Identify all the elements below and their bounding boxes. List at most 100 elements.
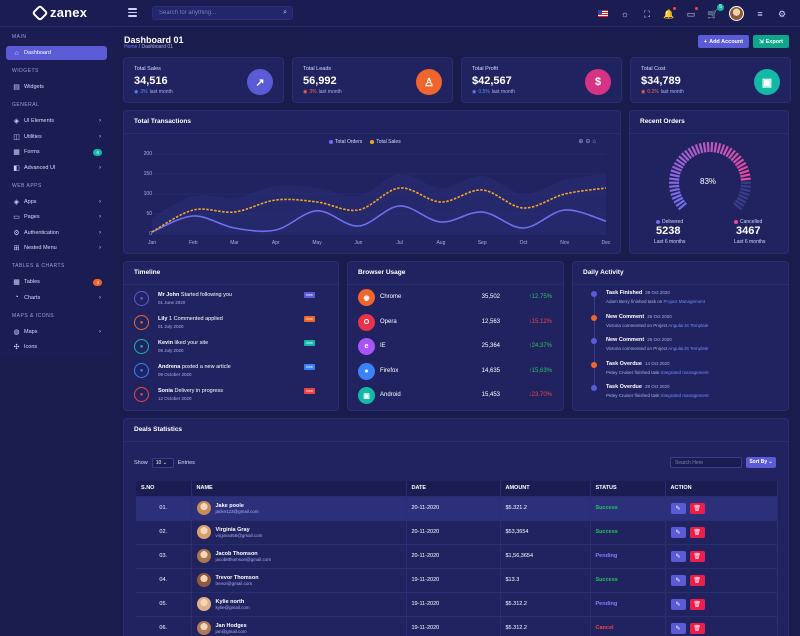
export-button[interactable]: ⇲ Export	[753, 35, 789, 48]
legend-sales[interactable]: Total Sales	[370, 139, 401, 145]
edit-button[interactable]: ✎	[670, 574, 686, 586]
messages-icon[interactable]: ▭	[685, 6, 698, 20]
reset-home-icon[interactable]: ⌂	[592, 139, 598, 145]
sidebar-item-nested-menu[interactable]: ⊞ Nested Menu ›	[6, 241, 107, 255]
home-icon: ⌂	[14, 49, 19, 57]
timeline-item: ● Kevin liked your site 05 July 2020 new	[134, 338, 334, 362]
user-icon: ♙	[416, 69, 442, 95]
sidebar-item-pages[interactable]: ▭ Pages ›	[6, 210, 107, 224]
delete-button[interactable]: 🗑	[689, 598, 705, 610]
table-row[interactable]: 04. Trevor Thomson trevor@gmail.com 19-11…	[136, 567, 778, 592]
timeline-user: Lily	[158, 316, 168, 322]
page-title: Dashboard 01	[124, 35, 184, 45]
gauge-tick	[669, 184, 680, 188]
deals-card: Deals Statistics Show 10 ⌄ Entries Sort …	[123, 418, 789, 636]
col-action[interactable]: ACTION	[665, 481, 778, 496]
android-icon: ▣	[358, 387, 375, 404]
activity-link[interactable]: AngularJS Template	[668, 322, 709, 328]
search-icon[interactable]: ⌕	[283, 9, 287, 16]
zoom-out-icon[interactable]: ⊖	[585, 139, 593, 145]
gauge-tick	[739, 190, 750, 196]
sidebar-item-utilities[interactable]: ◫ Utilities ›	[6, 130, 107, 144]
delete-button[interactable]: 🗑	[689, 502, 705, 514]
gauge-tick	[735, 199, 745, 207]
fullscreen-icon[interactable]: ⛶	[643, 8, 651, 19]
col-date[interactable]: DATE	[406, 481, 501, 496]
gauge-tick	[728, 149, 736, 160]
menu-toggle-icon[interactable]	[128, 8, 137, 17]
sidebar-item-charts[interactable]: ◔ Charts ›	[6, 291, 107, 305]
header-search-input[interactable]	[153, 7, 273, 19]
row-name-cell: Virginia Gray virginia456@gmail.com	[191, 519, 407, 544]
edit-button[interactable]: ✎	[670, 622, 686, 634]
breadcrumb-home[interactable]: Home	[124, 44, 138, 50]
edit-button[interactable]: ✎	[670, 502, 686, 514]
row-name: Virginia Gray	[215, 526, 250, 533]
sidebar-item-dashboard[interactable]: ⌂ Dashboard	[6, 46, 107, 60]
edit-button[interactable]: ✎	[670, 526, 686, 538]
sidebar-item-ui-elements[interactable]: ◈ UI Elements ›	[6, 114, 107, 128]
activity-link[interactable]: AngularJS Template	[668, 346, 709, 351]
timeline-text: Kevin liked your site	[158, 340, 208, 346]
flag-icon[interactable]	[597, 8, 609, 20]
legend-sales-swatch	[370, 140, 375, 144]
edit-button[interactable]: ✎	[670, 598, 686, 610]
activity-link[interactable]: Project Management	[663, 299, 706, 304]
x-tick-label: Sep	[477, 240, 487, 246]
sidebar-item-widgets[interactable]: ▤ Widgets	[6, 80, 107, 94]
row-name: Kylie north	[215, 598, 245, 605]
sidebar-item-maps[interactable]: ◍ Maps ›	[6, 325, 107, 339]
sidebar-item-apps[interactable]: ◈ Apps ›	[6, 195, 107, 209]
cart-badge: 5	[717, 3, 724, 11]
list-menu-icon[interactable]: ≡	[757, 8, 763, 19]
add-account-button[interactable]: + Add Account	[698, 35, 749, 48]
activity-desc: Victoria commented on Project AngularJS …	[606, 346, 708, 351]
delete-button[interactable]: 🗑	[689, 526, 705, 538]
sort-by-button[interactable]: Sort By ⌄	[746, 457, 776, 468]
col-status[interactable]: STATUS	[590, 481, 666, 496]
app-logo[interactable]: zanex	[31, 4, 87, 21]
user-avatar[interactable]	[729, 6, 744, 21]
browser-name: Android	[380, 392, 401, 398]
notification-bell-icon[interactable]: 🔔	[663, 6, 676, 19]
delete-button[interactable]: 🗑	[689, 622, 705, 634]
table-row[interactable]: 06. Jan Hodges jan@gmail.com 19-11-2020 $…	[136, 615, 778, 636]
col-sno[interactable]: S.NO	[136, 481, 192, 496]
table-search[interactable]	[670, 457, 742, 468]
activity-link[interactable]: Integrated management	[660, 393, 709, 398]
edit-button[interactable]: ✎	[670, 550, 686, 562]
x-tick-label: Apr	[271, 240, 280, 246]
nested-icon: ⊞	[13, 245, 20, 252]
delete-button[interactable]: 🗑	[689, 574, 705, 586]
sidebar-item-authentication[interactable]: ⚙ Authentication ›	[6, 226, 107, 240]
cart-icon[interactable]: 🛒 5	[707, 3, 724, 19]
theme-sun-icon[interactable]: ☼	[620, 8, 630, 19]
col-name[interactable]: NAME	[191, 481, 407, 496]
sidebar-item-advanced-ui[interactable]: ◧ Advanced UI ›	[6, 161, 107, 175]
table-row[interactable]: 01. Jake poole jacke123@gmail.com 20-11-2…	[136, 495, 778, 520]
sidebar-item-icons[interactable]: ✣ Icons	[6, 340, 107, 354]
table-row[interactable]: 05. Kylie north kylie@gmail.com 19-11-202…	[136, 591, 778, 616]
activity-link[interactable]: Integrated management	[660, 369, 709, 375]
avatar	[196, 525, 211, 539]
col-amount[interactable]: AMOUNT	[500, 481, 591, 496]
table-row[interactable]: 02. Virginia Gray virginia456@gmail.com 2…	[136, 519, 778, 544]
table-search-input[interactable]	[671, 458, 739, 467]
avatar	[196, 573, 211, 587]
table-row[interactable]: 03. Jacob Thomson jacob8thomson@gmail.com…	[136, 543, 778, 568]
legend-orders[interactable]: Total Orders	[329, 139, 362, 145]
sidebar-item-forms[interactable]: ▦ Forms 6	[6, 145, 107, 159]
sidebar-item-tables[interactable]: ▦ Tables 3	[6, 275, 107, 289]
sidebar-item-label: Charts	[24, 294, 41, 301]
user-plus-icon: ●	[134, 291, 149, 306]
row-sno: 03.	[136, 543, 192, 568]
settings-gear-icon[interactable]: ⚙	[777, 8, 787, 19]
browser-change-value: 15.12%	[531, 318, 552, 325]
header-search[interactable]: ⌕	[152, 6, 293, 20]
sidebar-item-label: Maps	[24, 328, 38, 335]
entries-select[interactable]: 10 ⌄	[151, 458, 174, 468]
sidebar-item-label: Dashboard	[24, 50, 51, 56]
zoom-in-icon[interactable]: ⊕	[578, 139, 586, 145]
timeline-text: Andrena posted a new article	[158, 364, 231, 370]
delete-button[interactable]: 🗑	[689, 550, 705, 562]
